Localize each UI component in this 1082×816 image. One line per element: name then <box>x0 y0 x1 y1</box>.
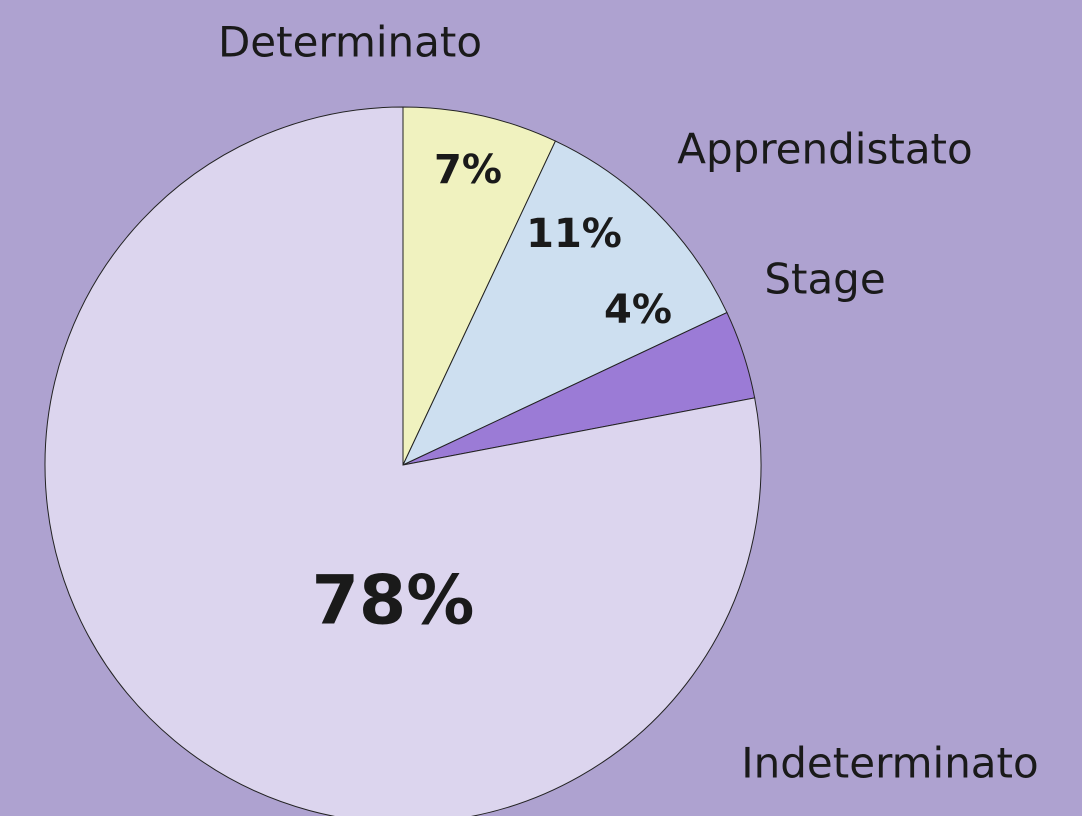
pie-slice <box>44 106 762 816</box>
value-label: 4% <box>604 287 672 333</box>
value-label: 7% <box>434 147 502 193</box>
category-label: Apprendistato <box>677 125 972 174</box>
value-label: 11% <box>526 211 622 257</box>
category-label: Determinato <box>218 18 482 67</box>
category-label: Indeterminato <box>741 739 1038 788</box>
value-label: 78% <box>312 562 475 641</box>
category-label: Stage <box>764 255 885 304</box>
pie-slice <box>401 140 728 467</box>
pie-slice <box>402 106 557 466</box>
